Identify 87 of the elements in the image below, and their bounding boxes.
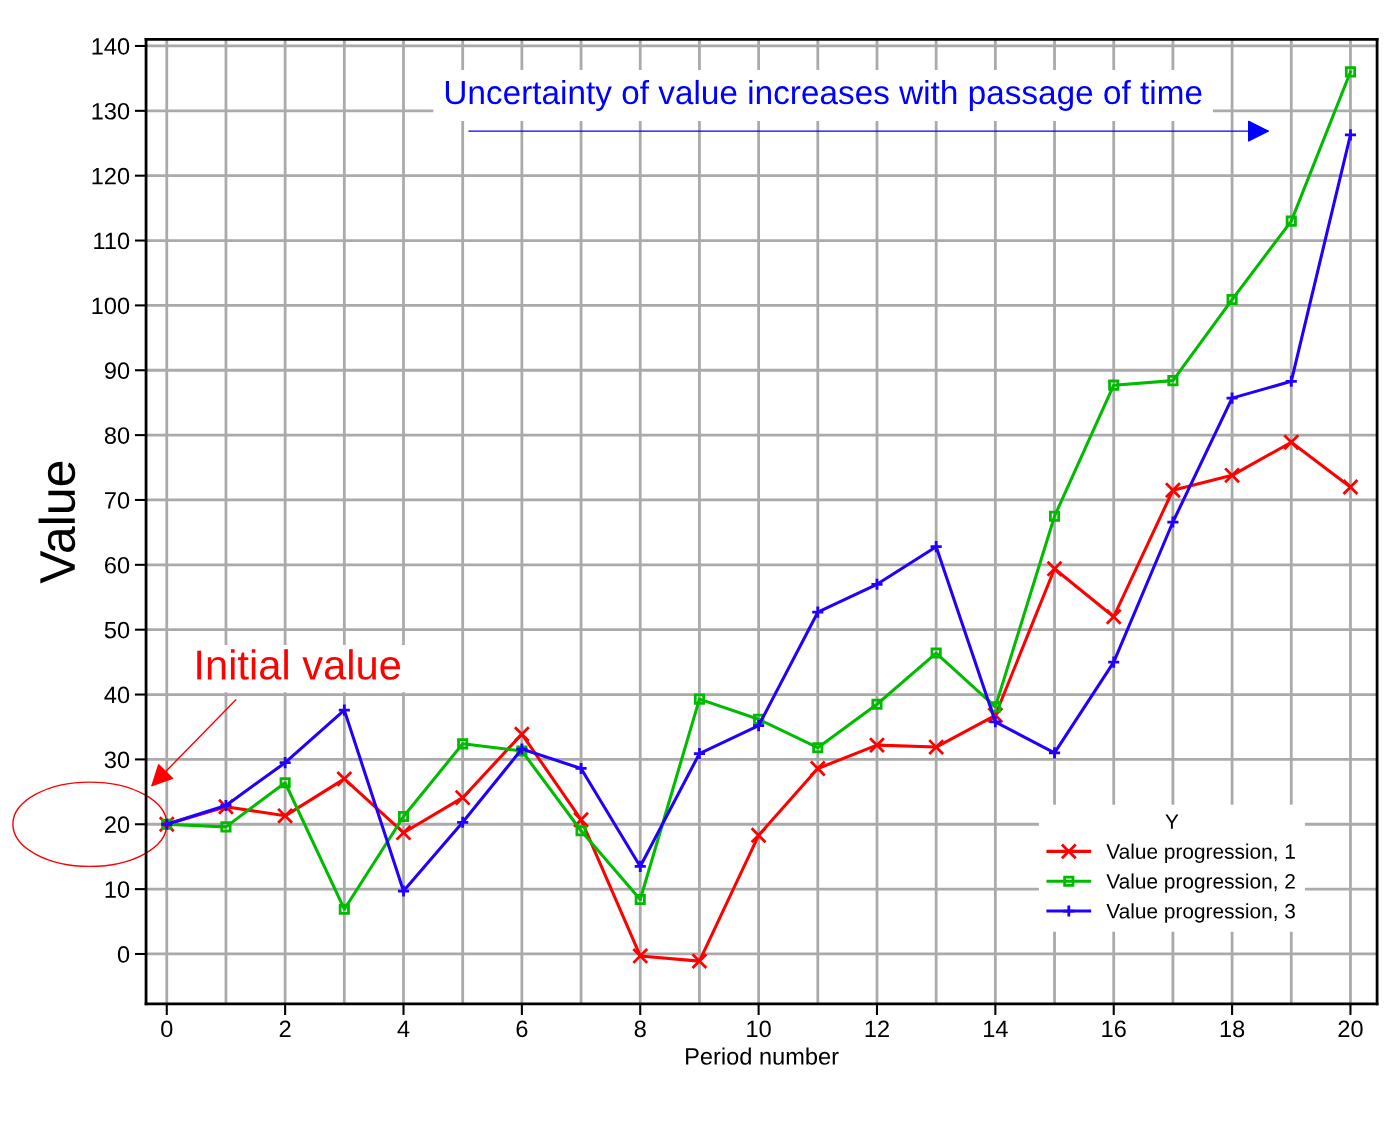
point [1048,510,1061,522]
y-tick-label: 70 [105,492,130,509]
point [1285,215,1297,227]
point [1342,478,1359,496]
legend-label: Value progression, 2 [1106,873,1295,893]
point [927,738,945,756]
x-tick-label: 0 [161,1020,173,1038]
point [633,859,648,874]
point [1343,127,1358,142]
point [396,884,411,899]
point [1164,481,1182,499]
point [871,698,883,710]
point [279,777,291,789]
x-axis-title: Period number [686,1047,839,1065]
x-tick-label: 20 [1338,1020,1363,1038]
point [397,810,410,823]
point [868,736,886,754]
point [810,605,825,620]
point [337,703,352,718]
point [1284,374,1299,389]
point [455,815,470,830]
annotation: Initial value [197,649,401,680]
x-tick-label: 16 [1102,1020,1126,1038]
point [395,824,412,842]
annotation: Uncertainty of value increases with passage of time [445,79,1202,111]
point [575,825,587,837]
point [1344,66,1357,78]
point [1046,560,1063,578]
x-tick-label: 14 [984,1020,1008,1037]
point [930,647,942,659]
point [1165,515,1180,529]
y-axis-title: Value [38,461,76,584]
point [513,725,531,743]
x-tick-label: 18 [1220,1020,1245,1038]
x-tick-label: 8 [634,1020,646,1038]
y-tick-label: 90 [104,362,130,380]
point [457,738,469,750]
y-tick-label: 40 [104,686,130,704]
point [692,746,707,761]
point [870,577,884,592]
point [572,811,590,829]
x-tick-label: 6 [516,1020,528,1038]
point [812,742,824,754]
y-tick-label: 30 [104,751,130,769]
y-tick-label: 50 [104,621,130,639]
point [929,539,944,554]
point [1225,391,1240,406]
y-tick-label: 0 [117,946,130,963]
point [751,718,766,733]
point [276,807,294,825]
point [1223,466,1241,484]
point [1105,608,1123,626]
point [693,693,705,705]
point [809,760,827,777]
point [988,714,1003,729]
point [750,826,767,844]
point [631,947,649,965]
y-tick-label: 60 [105,556,130,574]
y-tick-label: 10 [105,881,130,898]
y-tick-label: 100 [92,297,130,315]
legend-title: Y [1165,814,1179,829]
point [278,755,293,770]
y-tick-label: 120 [92,167,130,185]
point [454,789,472,807]
point [574,761,589,776]
point [220,821,232,833]
y-tick-label: 110 [94,232,130,250]
point [691,952,708,970]
point [1106,655,1121,670]
point [1282,433,1300,451]
point [1047,745,1062,760]
x-tick-label: 4 [397,1020,410,1037]
point [335,770,353,788]
y-tick-label: 20 [105,816,130,834]
y-tick-label: 130 [92,102,130,120]
y-tick-label: 80 [104,427,130,444]
point [338,903,350,915]
x-tick-label: 10 [747,1020,771,1038]
x-tick-label: 12 [865,1020,889,1037]
point [1226,294,1238,306]
point [634,893,646,906]
x-tick-label: 2 [279,1020,291,1037]
y-tick-label: 140 [92,38,130,55]
point [1108,379,1120,391]
point [1167,375,1179,387]
legend-label: Value progression, 3 [1106,903,1295,923]
legend-label: Value progression, 1 [1106,843,1295,863]
